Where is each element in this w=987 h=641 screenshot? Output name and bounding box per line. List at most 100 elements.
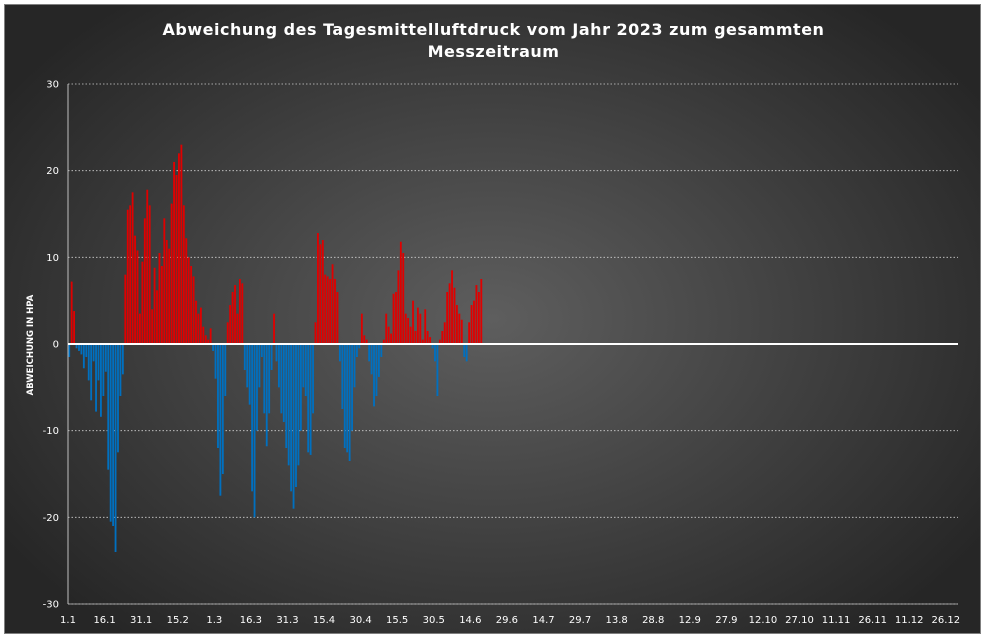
- bar: [221, 344, 224, 474]
- bar: [270, 344, 273, 370]
- bar: [90, 344, 93, 401]
- bar: [119, 344, 122, 396]
- bar: [190, 266, 193, 344]
- x-tick-label: 12.10: [749, 615, 778, 626]
- x-tick-label: 28.8: [642, 615, 664, 626]
- bar: [407, 318, 410, 344]
- chart-area: Abweichung des Tagesmittelluftdruck vom …: [4, 4, 981, 634]
- bar: [104, 344, 107, 372]
- bar: [331, 264, 334, 344]
- bar: [416, 307, 419, 344]
- bar: [421, 339, 424, 344]
- bar: [70, 281, 73, 344]
- x-tick-label: 1.1: [60, 615, 76, 626]
- bar: [346, 344, 349, 453]
- bar: [285, 344, 288, 448]
- bar: [436, 344, 439, 396]
- y-tick-label: 0: [53, 340, 59, 351]
- x-tick-label: 27.9: [715, 615, 737, 626]
- bar: [309, 344, 312, 455]
- x-tick-labels: 1.1 16.1 31.1 15.2 1.3 16.3 31.3 15.4 30.4 15.5 30…: [60, 615, 960, 626]
- x-tick-label: 26.12: [931, 615, 960, 626]
- bar: [353, 344, 356, 388]
- bar: [431, 344, 434, 349]
- chart-title-line-2: Messzeitraum: [427, 42, 560, 61]
- bar: [390, 333, 392, 344]
- bar: [121, 344, 124, 375]
- bar: [134, 235, 136, 344]
- bar: [363, 335, 366, 344]
- bar: [192, 276, 195, 344]
- bar: [424, 309, 427, 344]
- x-tick-label: 11.12: [895, 615, 924, 626]
- bar: [263, 344, 266, 414]
- bar: [356, 344, 358, 357]
- bar: [241, 283, 244, 344]
- bar: [409, 326, 412, 344]
- bars: [68, 144, 483, 552]
- bar: [251, 344, 254, 492]
- bar: [148, 205, 151, 344]
- bar: [477, 292, 480, 344]
- bar: [412, 300, 414, 344]
- bar: [380, 344, 383, 357]
- bar: [382, 339, 385, 344]
- bar: [273, 313, 275, 344]
- bar: [324, 274, 327, 344]
- bar: [385, 313, 388, 344]
- bar: [136, 250, 139, 344]
- bar: [168, 248, 171, 344]
- chart-plot: 30 20 10 0 -10 -20 -30 1.1 16.1 31.1 15.2 1.3 16.3 3…: [26, 80, 960, 627]
- bar: [365, 339, 368, 344]
- bar: [387, 326, 390, 344]
- x-tick-label: 16.3: [240, 615, 262, 626]
- bar: [399, 241, 402, 344]
- bar: [377, 344, 380, 377]
- bar: [209, 328, 212, 344]
- bar: [219, 344, 222, 496]
- bar: [68, 344, 71, 357]
- bar: [212, 344, 214, 351]
- x-tick-label: 15.2: [167, 615, 189, 626]
- chart-title: Abweichung des Tagesmittelluftdruck vom …: [5, 19, 982, 63]
- bar: [480, 279, 483, 344]
- bar: [114, 344, 117, 552]
- bar: [465, 344, 468, 362]
- bar: [295, 344, 297, 487]
- y-tick-label: -10: [43, 426, 59, 437]
- y-tick-label: -30: [43, 600, 59, 611]
- bar: [307, 344, 310, 453]
- bar: [146, 189, 149, 344]
- bar: [107, 344, 110, 470]
- bar: [236, 313, 239, 344]
- bar: [129, 205, 132, 344]
- x-tick-label: 13.8: [605, 615, 627, 626]
- bar: [92, 344, 95, 362]
- bar: [253, 344, 256, 518]
- bar: [312, 344, 314, 414]
- bar: [441, 331, 444, 344]
- bar: [446, 292, 449, 344]
- bar: [163, 218, 166, 344]
- chart-title-line-1: Abweichung des Tagesmittelluftdruck vom …: [162, 20, 825, 39]
- bar: [170, 203, 173, 344]
- bar: [321, 240, 324, 344]
- x-tick-label: 16.1: [93, 615, 115, 626]
- bar: [224, 344, 227, 396]
- bar: [299, 344, 302, 431]
- bar: [160, 266, 163, 344]
- bar: [443, 322, 446, 344]
- bar: [468, 322, 471, 344]
- bar: [348, 344, 351, 461]
- bar: [329, 279, 332, 344]
- bar: [199, 307, 202, 344]
- y-tick-labels: 30 20 10 0 -10 -20 -30: [43, 80, 59, 611]
- bar: [475, 285, 478, 344]
- x-tick-label: 31.3: [276, 615, 298, 626]
- bar: [85, 344, 88, 357]
- x-tick-label: 14.7: [532, 615, 554, 626]
- bar: [334, 279, 336, 344]
- bar: [451, 270, 453, 344]
- bar: [317, 233, 319, 344]
- bar: [202, 326, 205, 344]
